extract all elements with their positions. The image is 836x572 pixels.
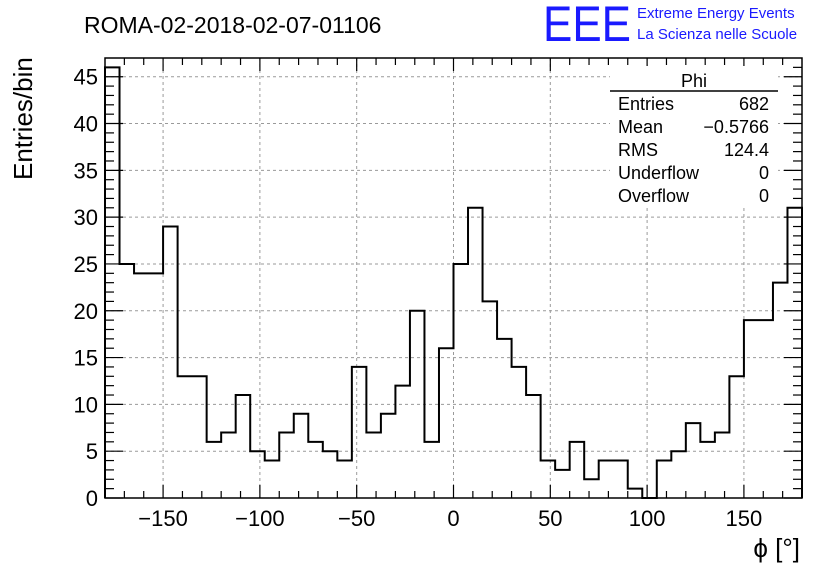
stats-box-background	[610, 66, 778, 208]
chart-title: ROMA-02-2018-02-07-01106	[84, 12, 381, 38]
eee-logo-mark: EEE	[543, 0, 631, 52]
stats-row-value: 682	[739, 94, 769, 114]
x-tick-label: −150	[138, 506, 188, 531]
stats-row-value: 0	[759, 186, 769, 206]
y-axis-title: Entries/bin	[8, 57, 38, 180]
stats-title: Phi	[681, 71, 707, 91]
y-tick-label: 10	[74, 392, 98, 417]
y-tick-label: 0	[86, 486, 98, 511]
x-tick-label: −100	[235, 506, 285, 531]
stats-row-label: Underflow	[618, 163, 700, 183]
stats-row-value: 124.4	[724, 140, 769, 160]
y-tick-label: 15	[74, 346, 98, 371]
grid-lines	[105, 58, 802, 498]
stats-row-value: 0	[759, 163, 769, 183]
y-tick-label: 5	[86, 439, 98, 464]
stats-row-label: RMS	[618, 140, 658, 160]
stats-row-label: Overflow	[618, 186, 690, 206]
x-tick-label: 150	[726, 506, 763, 531]
y-tick-label: 40	[74, 112, 98, 137]
axis-ticks	[105, 58, 802, 499]
eee-logo: EEE Extreme Energy Events La Scienza nel…	[543, 0, 797, 52]
stats-row-label: Mean	[618, 117, 663, 137]
x-tick-label: 50	[538, 506, 562, 531]
stats-rows: Entries 682 Mean −0.5766 RMS 124.4 Underflow 0 O…	[618, 94, 769, 206]
logo-line-2: La Scienza nelle Scuole	[637, 26, 797, 43]
histogram-outline	[104, 66, 803, 499]
stats-box: Phi Entries 682 Mean −0.5766 RMS 124.4 Underfl…	[610, 66, 778, 208]
x-tick-label: −50	[338, 506, 375, 531]
y-tick-label: 30	[74, 205, 98, 230]
x-axis-title: ϕ [°]	[753, 533, 800, 563]
x-tick-label: 0	[447, 506, 459, 531]
x-tick-labels: −150 −100 −50 0 50 100 150	[138, 506, 762, 531]
stats-row-label: Entries	[618, 94, 674, 114]
y-tick-label: 35	[74, 158, 98, 183]
y-tick-label: 45	[74, 65, 98, 90]
y-tick-labels: 0 5 10 15 20 25 30 35 40 45	[74, 65, 98, 511]
x-tick-label: 100	[629, 506, 666, 531]
y-tick-label: 25	[74, 252, 98, 277]
logo-line-1: Extreme Energy Events	[637, 5, 795, 22]
y-tick-label: 20	[74, 299, 98, 324]
stats-row-value: −0.5766	[703, 117, 769, 137]
